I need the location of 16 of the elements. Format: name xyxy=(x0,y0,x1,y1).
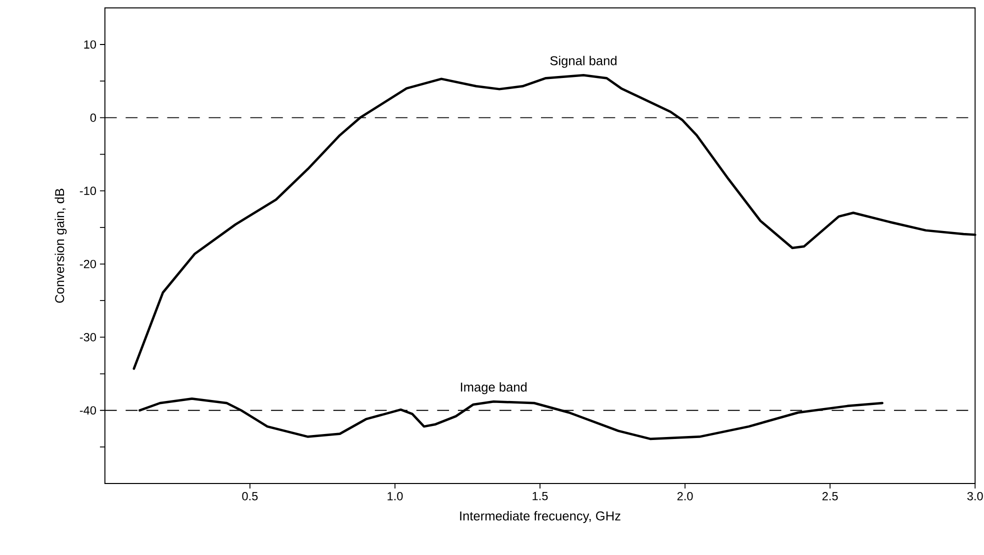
series-label: Signal band xyxy=(550,56,616,68)
x-tick-label: 2.0 xyxy=(677,492,693,500)
y-tick-label: -20 xyxy=(80,260,96,268)
x-tick-label: 2.5 xyxy=(822,492,838,500)
x-axis-title: Intermediate frecuency, GHz xyxy=(460,511,620,524)
y-tick-label: 10 xyxy=(84,40,96,49)
x-tick-label: 1.0 xyxy=(388,492,403,500)
x-tick-label: 1.5 xyxy=(532,492,548,500)
y-tick-label: 0 xyxy=(90,114,96,122)
x-tick-label: 3.0 xyxy=(967,492,983,500)
y-axis-title: Conversion gain, dB xyxy=(54,188,67,303)
y-tick-label: -10 xyxy=(80,186,96,196)
x-tick-label: 0.5 xyxy=(242,492,258,500)
series-label: Image band xyxy=(460,382,527,394)
y-tick-label: -30 xyxy=(80,333,96,342)
y-tick-label: -40 xyxy=(80,406,96,415)
